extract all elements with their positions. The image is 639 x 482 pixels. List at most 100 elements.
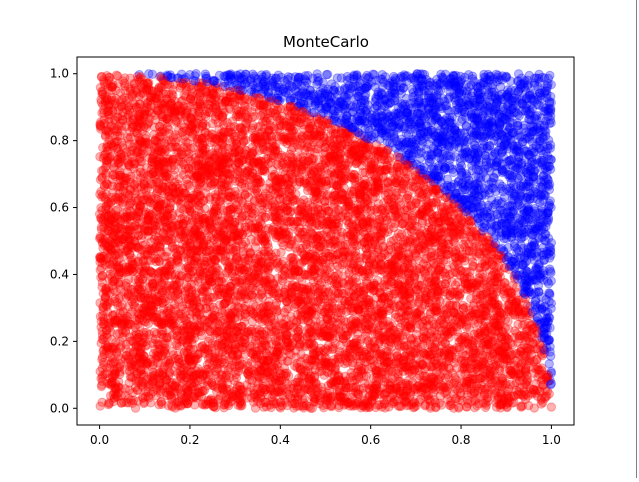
- point-outside: [241, 69, 251, 79]
- point-inside: [216, 155, 226, 165]
- point-inside: [454, 254, 465, 265]
- point-outside: [540, 301, 550, 312]
- point-inside: [490, 376, 501, 387]
- point-inside: [302, 285, 313, 295]
- point-inside: [392, 396, 402, 406]
- point-outside: [429, 171, 439, 182]
- point-outside: [453, 82, 464, 92]
- point-inside: [150, 160, 161, 170]
- point-inside: [485, 366, 496, 376]
- point-inside: [247, 167, 257, 177]
- point-inside: [295, 364, 305, 374]
- point-outside: [353, 81, 364, 92]
- point-inside: [136, 157, 147, 167]
- point-inside: [389, 383, 400, 394]
- point-inside: [218, 133, 229, 144]
- point-inside: [297, 132, 308, 142]
- point-inside: [135, 115, 146, 125]
- point-inside: [177, 239, 187, 250]
- point-inside: [187, 164, 197, 175]
- point-inside: [320, 158, 331, 168]
- point-outside: [419, 86, 429, 96]
- point-inside: [295, 111, 306, 122]
- point-inside: [113, 214, 124, 225]
- point-inside: [455, 319, 465, 330]
- point-inside: [256, 138, 267, 148]
- point-outside: [436, 142, 446, 152]
- point-inside: [263, 246, 274, 257]
- point-inside: [271, 325, 281, 335]
- point-inside: [365, 232, 375, 242]
- point-inside: [411, 361, 422, 371]
- point-inside: [443, 348, 454, 359]
- point-inside: [191, 354, 201, 364]
- point-inside: [349, 144, 359, 155]
- point-inside: [288, 142, 298, 153]
- point-inside: [238, 136, 249, 147]
- point-inside: [271, 112, 282, 122]
- point-inside: [217, 145, 228, 156]
- point-inside: [402, 382, 413, 392]
- point-inside: [224, 384, 234, 395]
- point-outside: [543, 135, 554, 145]
- point-outside: [526, 220, 536, 231]
- point-inside: [182, 204, 192, 214]
- point-outside: [422, 131, 432, 141]
- point-inside: [510, 298, 521, 308]
- point-inside: [254, 178, 264, 189]
- point-inside: [309, 354, 319, 365]
- point-outside: [497, 89, 507, 99]
- point-inside: [469, 388, 479, 399]
- point-inside: [192, 229, 203, 239]
- point-inside: [250, 301, 261, 312]
- point-outside: [536, 145, 546, 156]
- point-inside: [428, 365, 438, 375]
- point-inside: [259, 330, 270, 340]
- point-inside: [348, 361, 358, 371]
- point-inside: [354, 190, 364, 200]
- point-outside: [382, 136, 392, 147]
- point-inside: [110, 378, 121, 389]
- point-outside: [506, 105, 516, 115]
- point-outside: [439, 115, 450, 125]
- point-outside: [501, 233, 512, 244]
- point-inside: [225, 91, 235, 102]
- point-inside: [224, 216, 235, 226]
- point-inside: [394, 165, 404, 176]
- point-inside: [261, 230, 271, 241]
- point-inside: [218, 104, 228, 115]
- point-inside: [175, 105, 186, 116]
- point-inside: [228, 295, 238, 305]
- point-inside: [99, 298, 110, 308]
- point-inside: [224, 205, 235, 215]
- point-inside: [288, 259, 299, 270]
- point-inside: [94, 252, 105, 262]
- point-outside: [508, 221, 519, 231]
- point-inside: [232, 235, 242, 246]
- point-inside: [205, 292, 215, 302]
- point-outside: [388, 121, 398, 131]
- point-inside: [261, 402, 272, 412]
- point-inside: [163, 234, 174, 245]
- point-inside: [281, 173, 292, 183]
- point-inside: [362, 396, 373, 406]
- point-inside: [532, 354, 542, 365]
- point-outside: [497, 130, 507, 141]
- point-outside: [527, 137, 538, 148]
- point-outside: [506, 212, 516, 222]
- point-inside: [180, 188, 190, 198]
- point-outside: [502, 144, 512, 154]
- point-inside: [286, 253, 296, 263]
- point-outside: [490, 199, 500, 210]
- point-inside: [137, 284, 147, 295]
- point-outside: [506, 206, 516, 217]
- point-inside: [135, 357, 146, 368]
- point-inside: [233, 94, 244, 104]
- point-inside: [340, 359, 350, 369]
- point-inside: [139, 111, 149, 121]
- point-inside: [253, 254, 263, 264]
- point-inside: [150, 115, 161, 125]
- point-outside: [333, 103, 343, 114]
- point-inside: [311, 325, 322, 335]
- point-inside: [282, 205, 293, 215]
